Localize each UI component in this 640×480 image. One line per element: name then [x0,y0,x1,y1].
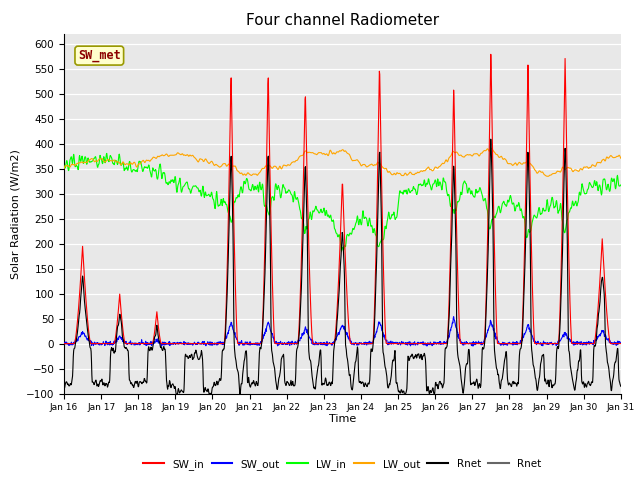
Title: Four channel Radiometer: Four channel Radiometer [246,13,439,28]
X-axis label: Time: Time [329,414,356,424]
Text: SW_met: SW_met [78,49,121,62]
Y-axis label: Solar Radiation (W/m2): Solar Radiation (W/m2) [10,149,20,278]
Legend: SW_in, SW_out, LW_in, LW_out, Rnet, Rnet: SW_in, SW_out, LW_in, LW_out, Rnet, Rnet [139,455,546,474]
